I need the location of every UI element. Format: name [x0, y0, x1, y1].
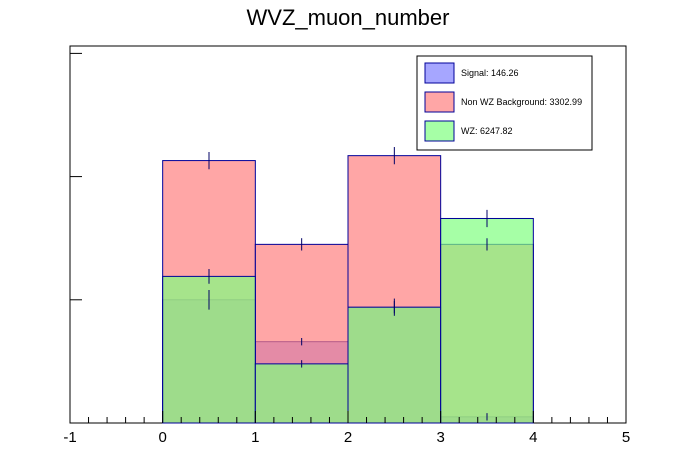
- legend-swatch: [424, 120, 455, 142]
- x-tick-label: 5: [622, 429, 630, 446]
- chart-title: WVZ_muon_number: [247, 5, 450, 30]
- legend-label: Non WZ Background: 3302.99: [461, 97, 582, 107]
- legend: Signal: 146.26 Non WZ Background: 3302.99…: [416, 55, 593, 151]
- bar-series2-bin3: [440, 217, 534, 424]
- error-bars-layer: [208, 147, 488, 421]
- legend-swatch: [424, 91, 455, 113]
- x-tick-label: 0: [158, 429, 166, 446]
- x-tick-label: -1: [63, 429, 76, 446]
- bars-layer: [162, 155, 534, 424]
- bar-series2-bin1: [254, 363, 349, 424]
- legend-label: Signal: 146.26: [461, 68, 519, 78]
- x-tick-label: 4: [529, 429, 537, 446]
- bar-series2-bin2: [347, 306, 442, 424]
- legend-swatch: [424, 62, 455, 84]
- axes-layer: -1 0 1 2 3 4 5: [63, 52, 630, 446]
- x-tick-label: 3: [436, 429, 444, 446]
- x-tick-label: 1: [251, 429, 259, 446]
- x-tick-label: 2: [344, 429, 352, 446]
- legend-label: WZ: 6247.82: [461, 126, 513, 136]
